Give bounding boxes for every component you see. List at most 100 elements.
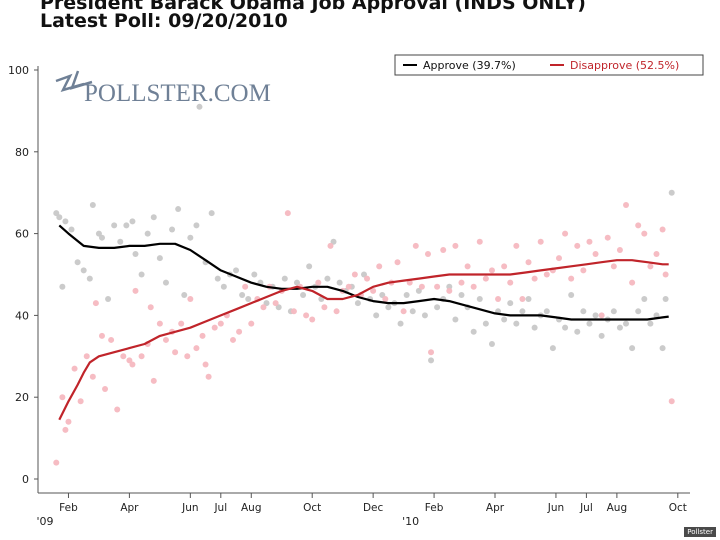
disapprove-poll-point	[543, 271, 550, 278]
disapprove-poll-point	[89, 373, 96, 380]
approve-poll-point	[245, 296, 252, 303]
legend: Approve (39.7%) Disapprove (52.5%)	[394, 54, 704, 76]
disapprove-poll-point	[260, 304, 267, 311]
x-tick-label: Aug	[607, 502, 628, 514]
approve-poll-point	[519, 308, 526, 315]
disapprove-poll-point	[327, 242, 334, 249]
approve-poll-point	[175, 206, 182, 213]
chart-subtitle: Latest Poll: 09/20/2010	[40, 10, 288, 32]
approve-poll-point	[592, 312, 599, 319]
approve-poll-point	[507, 300, 514, 307]
chart-title: President Barack Obama Job Approval (IND…	[40, 0, 586, 14]
disapprove-poll-point	[315, 279, 322, 286]
disapprove-poll-point	[351, 271, 358, 278]
poll-points-layer	[53, 103, 675, 466]
legend-label: Approve (39.7%)	[423, 59, 516, 72]
disapprove-poll-point	[345, 283, 352, 290]
approve-poll-point	[129, 218, 136, 225]
approve-poll-point	[196, 103, 203, 110]
disapprove-poll-point	[178, 320, 185, 327]
y-tick-label: 100	[8, 64, 29, 77]
disapprove-poll-point	[272, 300, 279, 307]
approve-poll-point	[281, 275, 288, 282]
approve-poll-point	[98, 234, 105, 241]
disapprove-poll-point	[507, 279, 514, 286]
disapprove-poll-point	[376, 263, 383, 270]
approve-poll-point	[74, 259, 81, 266]
disapprove-poll-point	[290, 308, 297, 315]
approve-poll-point	[59, 283, 66, 290]
disapprove-poll-point	[309, 316, 316, 323]
disapprove-poll-point	[555, 255, 562, 262]
approve-poll-point	[562, 324, 569, 331]
disapprove-poll-point	[62, 426, 69, 433]
disapprove-poll-point	[236, 328, 243, 335]
approve-poll-point	[361, 271, 367, 278]
disapprove-poll-point	[537, 238, 544, 245]
approve-poll-point	[111, 222, 118, 229]
approve-poll-point	[415, 287, 422, 294]
axes-layer: 0 20 40 60 80 100 Feb '09 Apr Jun Jul Aug Oct Dec Feb '…	[8, 64, 690, 528]
disapprove-poll-point	[138, 353, 145, 360]
disapprove-poll-point	[92, 300, 99, 307]
approve-poll-point	[641, 296, 648, 303]
disapprove-poll-point	[284, 210, 291, 217]
approve-poll-point	[409, 308, 416, 315]
disapprove-poll-point	[482, 275, 489, 282]
disapprove-poll-point	[568, 275, 575, 282]
approve-poll-point	[263, 300, 270, 307]
disapprove-poll-point	[382, 296, 389, 303]
disapprove-poll-point	[102, 386, 109, 393]
approve-poll-point	[117, 238, 124, 245]
x-tick-label: Feb	[425, 502, 444, 514]
approve-poll-point	[629, 345, 636, 352]
y-tick-label: 0	[22, 473, 29, 486]
disapprove-poll-point	[531, 275, 538, 282]
approve-poll-point	[397, 320, 404, 327]
approve-poll-point	[324, 275, 331, 282]
approve-poll-point	[452, 316, 459, 323]
disapprove-poll-point	[428, 349, 435, 356]
disapprove-poll-point	[406, 279, 413, 286]
disapprove-poll-point	[193, 345, 200, 352]
disapprove-poll-point	[446, 287, 453, 294]
disapprove-poll-point	[464, 263, 471, 270]
approve-poll-point	[354, 300, 361, 307]
disapprove-poll-point	[162, 336, 169, 343]
disapprove-poll-point	[126, 357, 133, 364]
disapprove-poll-point	[114, 406, 121, 413]
disapprove-poll-point	[592, 251, 599, 258]
disapprove-poll-point	[434, 283, 441, 290]
approve-poll-point	[86, 275, 93, 282]
disapprove-poll-point	[525, 259, 532, 266]
disapprove-poll-point	[424, 251, 431, 258]
disapprove-poll-point	[333, 308, 340, 315]
legend-label: Disapprove (52.5%)	[570, 59, 679, 72]
disapprove-poll-point	[217, 320, 224, 327]
pollster-logo-icon	[55, 70, 93, 92]
pollster-watermark: POLLSTER.COM	[55, 70, 271, 107]
disapprove-poll-point	[199, 332, 206, 339]
disapprove-poll-point	[476, 238, 483, 245]
disapprove-poll-point	[616, 246, 623, 253]
disapprove-poll-point	[519, 296, 526, 303]
legend-box	[394, 54, 704, 76]
approve-poll-point	[403, 291, 410, 298]
approve-poll-point	[598, 332, 605, 339]
approve-poll-point	[193, 222, 200, 229]
approve-poll-point	[482, 320, 489, 327]
approve-poll-point	[156, 255, 163, 262]
approve-poll-point	[233, 267, 240, 274]
disapprove-poll-point	[129, 361, 136, 368]
disapprove-poll-point	[202, 361, 209, 368]
approve-poll-point	[623, 320, 630, 327]
x-tick-label: Apr	[120, 502, 139, 514]
disapprove-poll-point	[303, 312, 310, 319]
x-tick-label: Jul	[213, 502, 227, 514]
disapprove-poll-point	[321, 304, 328, 311]
approve-poll-point	[336, 279, 343, 286]
x-tick-label: Oct	[303, 502, 321, 514]
approve-poll-point	[513, 320, 520, 327]
approve-poll-point	[162, 279, 169, 286]
